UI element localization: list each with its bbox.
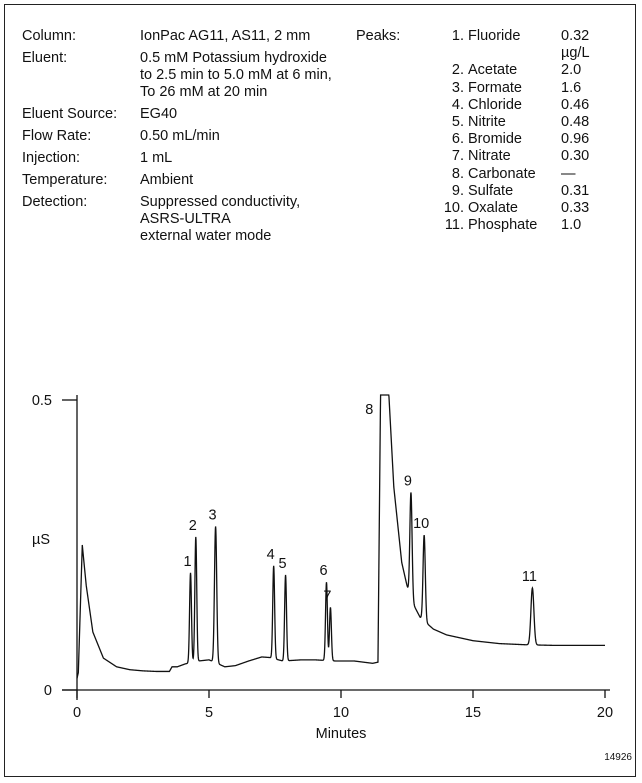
condition-label: Injection: (22, 150, 81, 166)
condition-row: Eluent Source: EG40 (22, 106, 382, 123)
condition-label: Eluent Source: (22, 106, 118, 122)
peak-val: 0.31 (561, 182, 590, 199)
x-tick-label: 10 (333, 705, 349, 721)
peak-name: Acetate (468, 62, 518, 79)
peak-name: Carbonate (468, 165, 536, 182)
peak-num: 10. (443, 200, 464, 217)
condition-label: Eluent: (22, 50, 68, 66)
x-tick-label: 20 (597, 705, 613, 721)
peak-name: Oxalate (468, 200, 518, 217)
chromatogram-trace (76, 394, 605, 679)
condition-value: 0.50 mL/min (140, 128, 220, 144)
conditions-table: Column: IonPac AG11, AS11, 2 mm Eluent: 0.5… (22, 28, 382, 250)
peak-val: 0.96 (561, 131, 590, 148)
condition-value: Suppressed conductivity, ASRS-ULTRA exte… (140, 194, 301, 244)
y-tick-label: 0.5 (32, 393, 52, 409)
peak-name: Phosphate (468, 217, 538, 234)
peak-val: 1.6 (561, 79, 582, 96)
peak-label: 5 (279, 556, 287, 572)
peak-row: 3. Formate 1.6 (440, 80, 621, 97)
condition-row: Flow Rate: 0.50 mL/min (22, 128, 382, 145)
peak-val: — (561, 165, 576, 182)
peak-name: Nitrate (468, 148, 511, 165)
peak-label: 9 (404, 473, 412, 489)
peak-name: Bromide (468, 131, 522, 148)
peak-val: 0.48 (561, 114, 590, 131)
peak-num: 8. (451, 165, 464, 182)
peak-label: 1 (183, 554, 191, 570)
condition-value: Ambient (140, 172, 194, 188)
peak-name: Chloride (468, 96, 522, 113)
condition-value: 1 mL (140, 150, 173, 166)
peaks-table: 1. Fluoride 0.32 µg/L 2. Acetate 2.0 3. Formate… (440, 28, 621, 234)
peak-num: 7. (451, 148, 464, 165)
peak-num: 11. (444, 217, 464, 234)
condition-row: Column: IonPac AG11, AS11, 2 mm (22, 28, 382, 45)
figure-id: 14926 (604, 752, 632, 763)
peak-row: 1. Fluoride 0.32 µg/L (440, 28, 621, 62)
peak-row: 11. Phosphate 1.0 (440, 217, 621, 234)
peak-num: 6. (451, 131, 464, 148)
peak-num: 9. (451, 182, 464, 199)
peak-row: 10. Oxalate 0.33 (440, 200, 621, 217)
peak-name: Nitrite (468, 114, 506, 131)
peak-row: 9. Sulfate 0.31 (440, 183, 621, 200)
peak-num: 3. (451, 79, 464, 96)
peak-label: 8 (365, 402, 373, 418)
peak-row: 6. Bromide 0.96 (440, 131, 621, 148)
x-tick-label: 15 (465, 705, 481, 721)
condition-label: Temperature: (22, 172, 108, 188)
peak-val: 0.30 (561, 148, 590, 165)
peak-val: 2.0 (561, 62, 582, 79)
condition-row: Eluent: 0.5 mM Potassium hydroxide to 2.5… (22, 50, 382, 101)
x-tick-label: 5 (205, 705, 213, 721)
peak-row: 2. Acetate 2.0 (440, 62, 621, 79)
peak-num: 1. (451, 28, 464, 44)
peak-name: Formate (468, 79, 522, 96)
peak-val: 0.32 µg/L (561, 28, 590, 62)
condition-value: 0.5 mM Potassium hydroxide to 2.5 min to… (140, 50, 332, 100)
peak-val: 0.33 (561, 200, 590, 217)
y-axis-label: µS (32, 532, 50, 548)
peak-name: Sulfate (468, 182, 514, 199)
peaks-heading: Peaks: (356, 28, 401, 44)
x-tick-label: 0 (73, 705, 81, 721)
peak-row: 5. Nitrite 0.48 (440, 114, 621, 131)
peak-row: 8. Carbonate — (440, 166, 621, 183)
peak-label: 11 (522, 569, 537, 585)
peak-row: 4. Chloride 0.46 (440, 97, 621, 114)
condition-value: EG40 (140, 106, 178, 122)
x-axis-label: Minutes (316, 726, 367, 742)
condition-label: Detection: (22, 194, 88, 210)
peak-num: 4. (451, 96, 464, 113)
peak-label: 7 (323, 588, 331, 604)
peak-num: 5. (451, 114, 464, 131)
peak-label: 10 (413, 516, 429, 532)
condition-row: Temperature: Ambient (22, 172, 382, 189)
peak-val: 1.0 (561, 217, 582, 234)
peak-val: 0.46 (561, 96, 590, 113)
peak-label: 6 (319, 563, 327, 579)
figure-frame (4, 4, 636, 777)
condition-label: Column: (22, 28, 76, 44)
peak-label: 3 (209, 507, 217, 523)
condition-row: Injection: 1 mL (22, 150, 382, 167)
peak-row: 7. Nitrate 0.30 (440, 148, 621, 165)
y-tick-label: 0 (44, 683, 52, 699)
peak-label: 4 (267, 547, 275, 563)
peak-name: Fluoride (468, 28, 521, 44)
condition-label: Flow Rate: (22, 128, 92, 144)
peak-num: 2. (451, 62, 464, 79)
peak-label: 2 (189, 518, 197, 534)
condition-row: Detection: Suppressed conductivity, ASRS-… (22, 194, 382, 245)
condition-value: IonPac AG11, AS11, 2 mm (140, 28, 311, 44)
